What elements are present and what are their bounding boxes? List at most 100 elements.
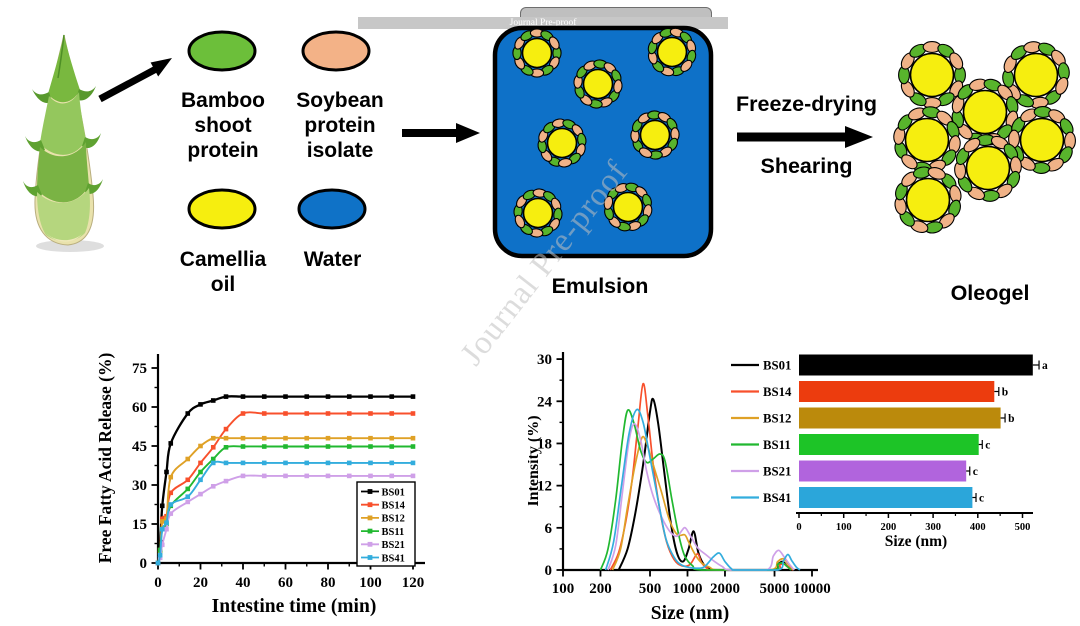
series-BS41 (604, 408, 801, 571)
oil-droplet (647, 27, 697, 77)
bar-BS12 (799, 407, 1001, 429)
svg-text:100: 100 (836, 522, 852, 533)
svg-text:2000: 2000 (710, 581, 740, 597)
inset-xlabel: Size (nm) (885, 533, 947, 550)
svg-text:75: 75 (132, 361, 147, 377)
arrow-emulsion-to-oleogel (737, 126, 873, 148)
oil-droplet (898, 41, 966, 109)
svg-text:BS21: BS21 (382, 540, 405, 551)
series-BS12 (611, 435, 795, 571)
svg-text:24: 24 (537, 394, 553, 410)
svg-text:500: 500 (639, 581, 662, 597)
oil-droplet (603, 182, 653, 232)
svg-text:6: 6 (545, 521, 553, 537)
oil-droplet (513, 188, 563, 238)
size-ylabel: Intensity (%) (528, 415, 542, 506)
legend-label-BS14: BS14 (763, 385, 792, 399)
bamboo-shoot-image (23, 34, 104, 252)
oleogel-droplet-cluster (893, 41, 1076, 234)
series-BS11 (599, 408, 792, 571)
svg-text:0: 0 (154, 575, 162, 591)
ffa-xlabel: Intestine time (min) (212, 596, 377, 617)
svg-text:200: 200 (589, 581, 612, 597)
oil-droplet (630, 110, 680, 160)
arrow-bamboo-to-ingredients (98, 58, 172, 103)
svg-text:BS01: BS01 (382, 487, 405, 498)
svg-text:45: 45 (132, 439, 147, 455)
legend-label-BS21: BS21 (763, 465, 791, 479)
oil-droplet (537, 118, 587, 168)
svg-text:20: 20 (193, 575, 208, 591)
bamboo-shoot-protein-label: Bamboo shoot protein (181, 89, 265, 162)
ffa-axes: 0 15 30 45 60 75 0 20 40 60 80 100 120 Intestine time… (95, 353, 425, 617)
camellia-oil-oval (187, 188, 257, 230)
shearing-label: Shearing (760, 154, 853, 178)
water-label: Water (303, 248, 362, 271)
svg-text:5000: 5000 (760, 581, 790, 597)
sig-letter-BS41: c (979, 493, 984, 505)
oil-droplet (894, 166, 962, 234)
svg-text:300: 300 (925, 522, 941, 533)
legend-label-BS41: BS41 (763, 491, 791, 505)
svg-text:1000: 1000 (673, 581, 703, 597)
freeze-drying-label: Freeze-drying (736, 92, 877, 116)
svg-text:BS41: BS41 (382, 553, 405, 564)
emulsion-droplets (512, 27, 697, 238)
series-BS41 (155, 460, 416, 566)
legend-label-BS01: BS01 (763, 359, 791, 373)
oil-droplet (954, 134, 1022, 202)
arrow-ingredients-to-emulsion (402, 123, 480, 143)
sig-letter-BS11: c (985, 440, 990, 452)
soybean-protein-oval (301, 30, 371, 72)
bar-BS11 (799, 434, 979, 455)
svg-text:BS14: BS14 (382, 501, 406, 512)
oil-droplet (573, 59, 623, 109)
oleogel-label: Oleogel (950, 281, 1030, 305)
svg-text:40: 40 (236, 575, 251, 591)
svg-text:60: 60 (278, 575, 293, 591)
svg-text:400: 400 (970, 522, 986, 533)
oil-droplet (1002, 41, 1070, 109)
legend-label-BS12: BS12 (763, 412, 791, 426)
camellia-oil-label: Camellia oil (179, 248, 267, 296)
bar-BS14 (799, 381, 995, 402)
svg-text:30: 30 (537, 352, 552, 368)
ffa-ylabel: Free Fatty Acid Release (%) (95, 353, 115, 564)
size-bar-inset: BS01 a BS14 b BS12 b BS11 c BS21 c BS41 c 0 100 200 300… (731, 354, 1048, 550)
emulsion-label: Emulsion (551, 274, 649, 298)
oil-droplet (512, 28, 562, 78)
svg-text:120: 120 (402, 575, 425, 591)
ffa-legend: BS01 BS14 BS12 BS11 BS21 BS41 (356, 481, 416, 567)
svg-text:30: 30 (132, 478, 147, 494)
svg-text:10000: 10000 (793, 581, 831, 597)
svg-text:100: 100 (552, 581, 575, 597)
svg-text:500: 500 (1015, 522, 1031, 533)
ffa-release-chart: 0 15 30 45 60 75 0 20 40 60 80 100 120 Intestine time… (95, 353, 425, 617)
series-BS21 (607, 422, 795, 571)
bamboo-protein-oval (187, 30, 257, 72)
soybean-protein-isolate-label: Soybean protein isolate (296, 89, 384, 162)
svg-text:0: 0 (545, 563, 553, 579)
svg-text:18: 18 (537, 436, 552, 452)
svg-text:12: 12 (537, 479, 552, 495)
svg-text:0: 0 (140, 556, 148, 572)
sig-letter-BS21: c (973, 466, 978, 478)
svg-text:BS12: BS12 (382, 514, 405, 525)
svg-text:60: 60 (132, 400, 147, 416)
oil-droplet (1008, 106, 1076, 174)
svg-text:15: 15 (132, 517, 147, 533)
svg-text:100: 100 (359, 575, 382, 591)
sig-letter-BS14: b (1002, 387, 1008, 399)
svg-text:0: 0 (796, 522, 801, 533)
size-xlabel: Size (nm) (651, 603, 730, 624)
sig-letter-BS12: b (1008, 413, 1014, 425)
legend-label-BS11: BS11 (763, 438, 791, 452)
svg-text:BS11: BS11 (382, 527, 405, 538)
bar-BS01 (799, 354, 1033, 376)
oil-droplet (893, 106, 961, 174)
bar-BS21 (799, 460, 967, 482)
series-BS14 (609, 382, 794, 571)
